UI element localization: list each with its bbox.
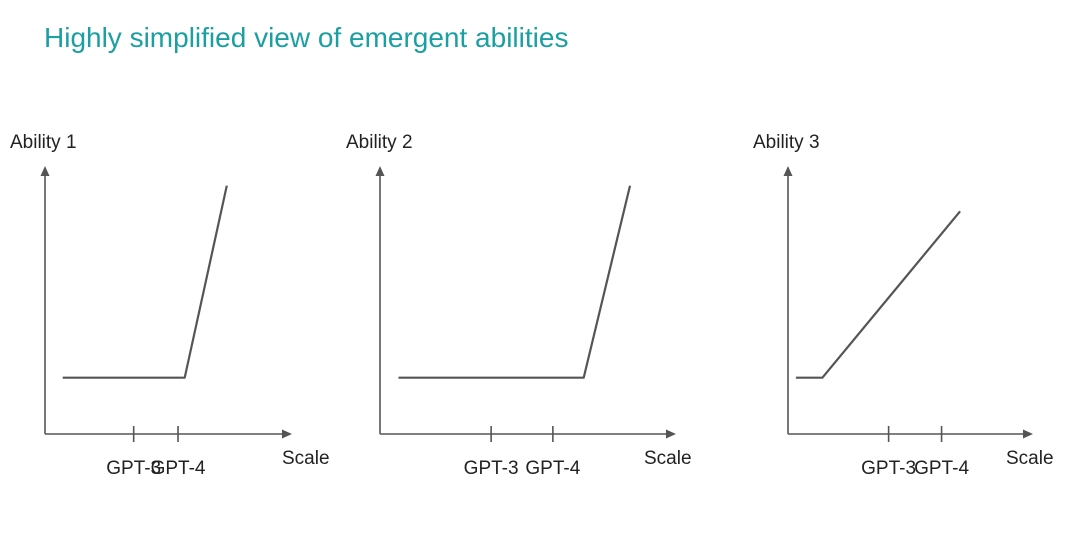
chart-2: GPT-3 GPT-4 Ability 2 Scale	[346, 132, 692, 479]
x-axis-label: Scale	[644, 448, 692, 469]
y-axis-arrow	[375, 166, 385, 176]
x-axis-label: Scale	[1006, 448, 1054, 469]
x-tick-label: GPT-3	[861, 458, 916, 479]
x-tick-label: GPT-3	[464, 458, 519, 479]
y-axis-label: Ability 1	[10, 132, 77, 153]
x-axis-arrow	[1023, 429, 1033, 439]
x-tick-label: GPT-4	[151, 458, 206, 479]
x-axis-label: Scale	[282, 448, 330, 469]
page-title: Highly simplified view of emergent abili…	[44, 22, 569, 53]
series-line	[62, 185, 228, 379]
y-axis-arrow	[783, 166, 793, 176]
series-line	[795, 210, 961, 379]
y-axis-label: Ability 3	[753, 132, 820, 153]
x-axis-arrow	[282, 429, 292, 439]
x-tick-label: GPT-4	[914, 458, 969, 479]
x-tick-label: GPT-4	[525, 458, 580, 479]
x-tick-label: GPT-3	[106, 458, 161, 479]
y-axis-label: Ability 2	[346, 132, 413, 153]
y-axis-arrow	[40, 166, 50, 176]
series-line	[398, 185, 632, 379]
x-axis-arrow	[666, 429, 676, 439]
